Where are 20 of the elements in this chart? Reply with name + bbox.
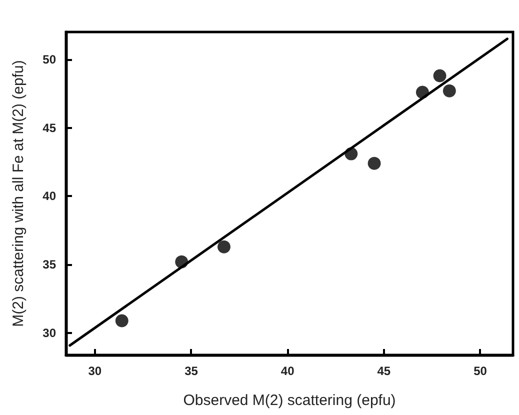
point (344, 147, 358, 160)
y-tick-label: 30 (42, 326, 56, 340)
x-axis-title: Observed M(2) scattering (epfu) (183, 392, 396, 409)
y-tick-label: 50 (42, 52, 56, 66)
x-tick-label: 30 (88, 364, 102, 378)
x-tick-label: 35 (184, 364, 198, 378)
point (433, 69, 446, 82)
x-tick-label: 40 (280, 364, 295, 378)
point (218, 240, 230, 254)
x-tick-label: 45 (377, 364, 391, 378)
point (175, 255, 188, 268)
y-tick-label: 40 (42, 189, 56, 204)
point (442, 84, 456, 98)
point (416, 86, 429, 99)
point (368, 156, 381, 170)
y-axis-title: M(2) scattering with all Fe at M(2) (epfu) (10, 60, 27, 327)
point (115, 314, 128, 328)
y-tick-label: 35 (42, 258, 56, 272)
x-tick-label: 50 (474, 364, 488, 378)
y-tick-label: 45 (42, 120, 56, 135)
